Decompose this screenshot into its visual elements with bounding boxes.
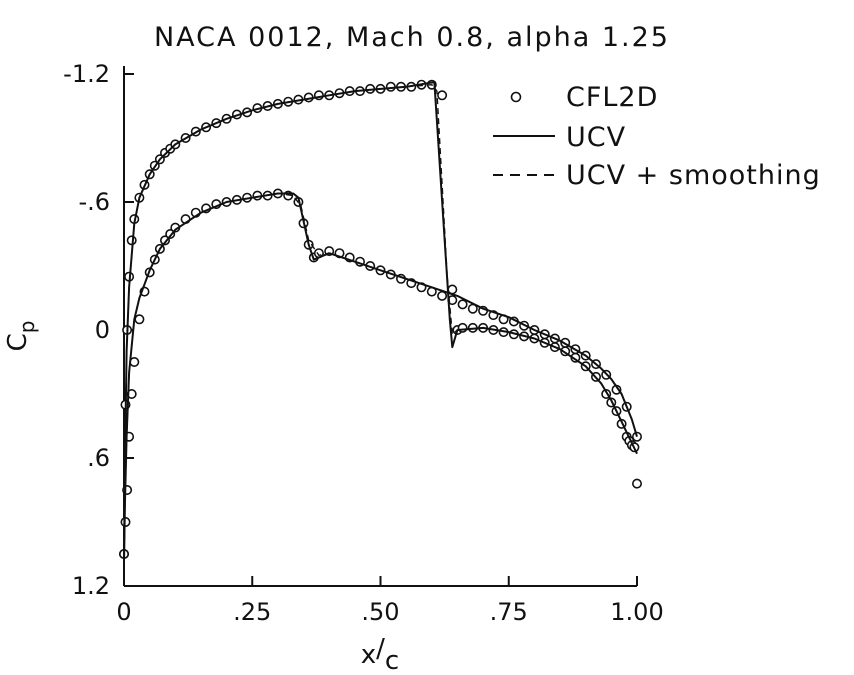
point-cfl2d-upper <box>457 322 468 333</box>
x-tick-label: .50 <box>361 598 399 626</box>
line-ucv-smoothing-upper <box>123 83 638 561</box>
y-tick-label: .6 <box>87 444 110 472</box>
x-axis-label-main: x <box>361 640 376 670</box>
series-layer <box>119 79 642 561</box>
legend-marker-cfl2d <box>510 91 522 103</box>
y-axis-label: Cp <box>3 321 39 352</box>
line-ucv-smoothing-lower <box>123 192 638 561</box>
point-cfl2d-lower <box>457 299 468 310</box>
legend-label-ucv-smoothing: UCV + smoothing <box>566 160 821 191</box>
chart-title: NACA 0012, Mach 0.8, alpha 1.25 <box>154 22 670 53</box>
y-axis-label-main: C <box>3 333 33 351</box>
y-tick-label: 0 <box>95 316 110 344</box>
x-axis-label: x/c <box>361 634 399 675</box>
point-cfl2d-upper <box>385 81 396 92</box>
x-axis-label-slash: / <box>376 634 385 664</box>
line-ucv-lower <box>123 192 638 561</box>
x-axis-label-denominator: c <box>385 646 399 675</box>
x-tick-label: .75 <box>490 598 528 626</box>
point-cfl2d-upper <box>631 478 642 489</box>
y-axis-label-sub: p <box>15 321 39 334</box>
legend-label-cfl2d: CFL2D <box>566 82 658 113</box>
plot-area <box>123 66 637 587</box>
point-cfl2d-lower <box>437 290 448 301</box>
x-tick-label: 0 <box>116 598 131 626</box>
x-tick-label: 1.00 <box>610 598 663 626</box>
point-cfl2d-lower <box>160 235 171 246</box>
x-ticks: 0 .25 .50 .75 1.00 <box>116 576 664 626</box>
y-tick-label: -1.2 <box>63 60 110 88</box>
y-tick-label: -.6 <box>78 188 110 216</box>
y-tick-label: 1.2 <box>72 572 110 600</box>
x-tick-label: .25 <box>233 598 271 626</box>
line-ucv-upper <box>123 81 638 561</box>
point-cfl2d-lower <box>134 314 145 325</box>
y-ticks: -1.2 -.6 0 .6 1.2 <box>63 60 134 600</box>
legend-label-ucv: UCV <box>566 122 626 153</box>
legend: CFL2D UCV UCV + smoothing <box>493 82 821 191</box>
point-cfl2d-upper <box>437 90 448 101</box>
